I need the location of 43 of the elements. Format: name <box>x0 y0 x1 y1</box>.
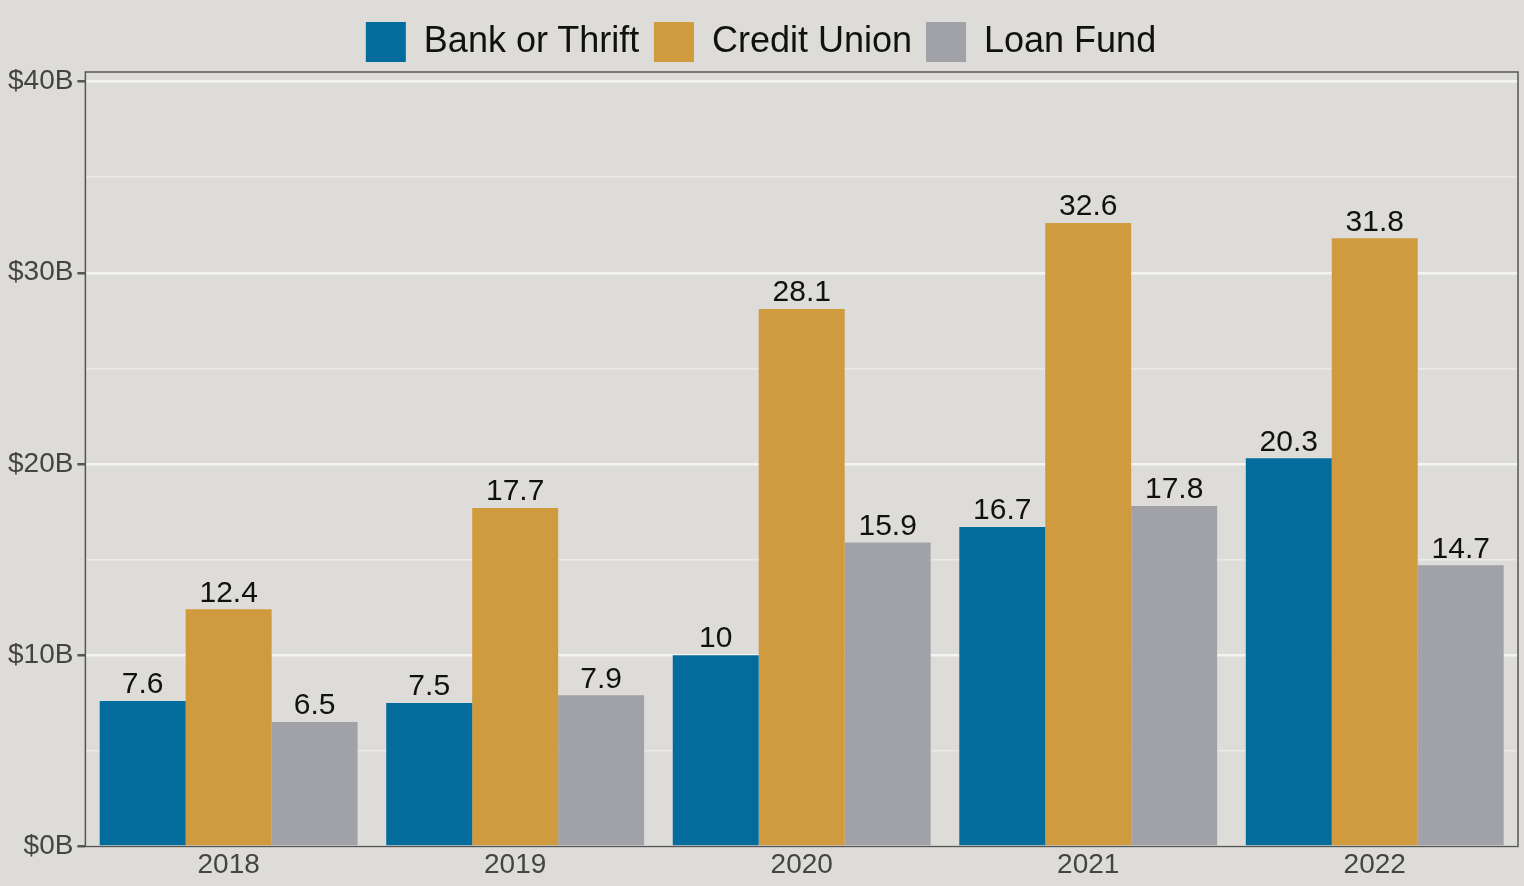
x-tick-label: 2019 <box>484 847 547 879</box>
data-label: 14.7 <box>1431 530 1490 564</box>
bar <box>472 507 559 846</box>
data-label: 7.9 <box>580 660 622 694</box>
legend-label: Loan Fund <box>984 18 1157 60</box>
bar <box>1245 458 1332 846</box>
bar <box>185 609 272 846</box>
y-tick-label: $0B <box>23 829 74 861</box>
y-tick-label: $30B <box>7 255 74 287</box>
x-tick-label: 2021 <box>1057 847 1120 879</box>
data-label: 15.9 <box>858 507 917 541</box>
data-label: 7.6 <box>121 666 164 700</box>
data-label: 31.8 <box>1345 203 1404 237</box>
data-label: 17.7 <box>485 473 545 507</box>
data-label: 17.8 <box>1144 471 1204 505</box>
y-tick-label: $40B <box>7 64 74 96</box>
bar <box>99 701 186 846</box>
bar <box>1045 223 1132 846</box>
y-tick-label: $10B <box>7 637 74 669</box>
data-label: 6.5 <box>293 687 336 721</box>
bar <box>1331 238 1418 846</box>
bar <box>672 655 759 846</box>
legend-label: Credit Union <box>711 18 913 60</box>
data-label: 16.7 <box>973 492 1032 526</box>
data-label: 20.3 <box>1259 423 1318 457</box>
data-label: 10 <box>699 620 733 654</box>
bar <box>386 702 473 846</box>
y-tick-label: $20B <box>7 446 74 478</box>
bar <box>758 309 845 846</box>
bar <box>558 695 645 846</box>
legend-label: Bank or Thrift <box>423 18 640 60</box>
x-tick-label: 2022 <box>1343 847 1406 879</box>
data-label: 7.5 <box>408 668 451 702</box>
bar <box>271 722 358 846</box>
bar <box>1417 565 1504 846</box>
data-label: 32.6 <box>1059 188 1118 222</box>
data-label: 28.1 <box>772 274 831 308</box>
bar <box>959 527 1046 846</box>
data-label: 12.4 <box>199 574 258 608</box>
x-tick-label: 2018 <box>197 847 260 879</box>
bar <box>844 542 931 846</box>
bar <box>1131 506 1218 846</box>
x-tick-label: 2020 <box>770 847 833 879</box>
